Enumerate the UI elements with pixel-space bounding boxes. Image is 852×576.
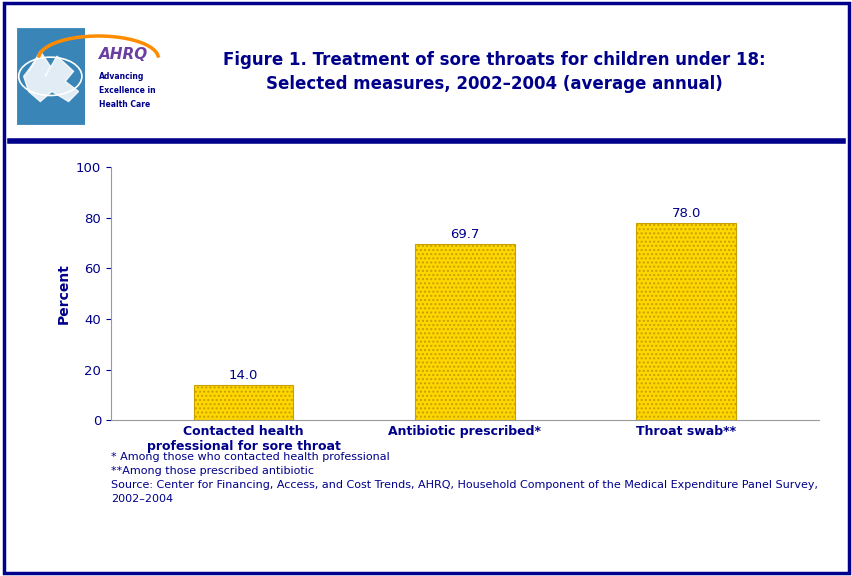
- Text: 78.0: 78.0: [671, 207, 700, 220]
- Polygon shape: [24, 51, 78, 101]
- Bar: [193, 385, 293, 420]
- Text: 14.0: 14.0: [228, 369, 258, 382]
- Y-axis label: Percent: Percent: [56, 263, 70, 324]
- Text: Advancing: Advancing: [99, 72, 144, 81]
- Text: Excellence in: Excellence in: [99, 86, 155, 95]
- Text: AHRQ: AHRQ: [99, 47, 147, 62]
- Text: * Among those who contacted health professional
**Among those prescribed antibio: * Among those who contacted health profe…: [111, 452, 817, 504]
- Text: 69.7: 69.7: [450, 228, 479, 241]
- Bar: [15, 26, 85, 127]
- Bar: [636, 223, 735, 420]
- Bar: [415, 244, 514, 420]
- Text: Health Care: Health Care: [99, 100, 150, 109]
- Text: Figure 1. Treatment of sore throats for children under 18:
Selected measures, 20: Figure 1. Treatment of sore throats for …: [223, 51, 765, 93]
